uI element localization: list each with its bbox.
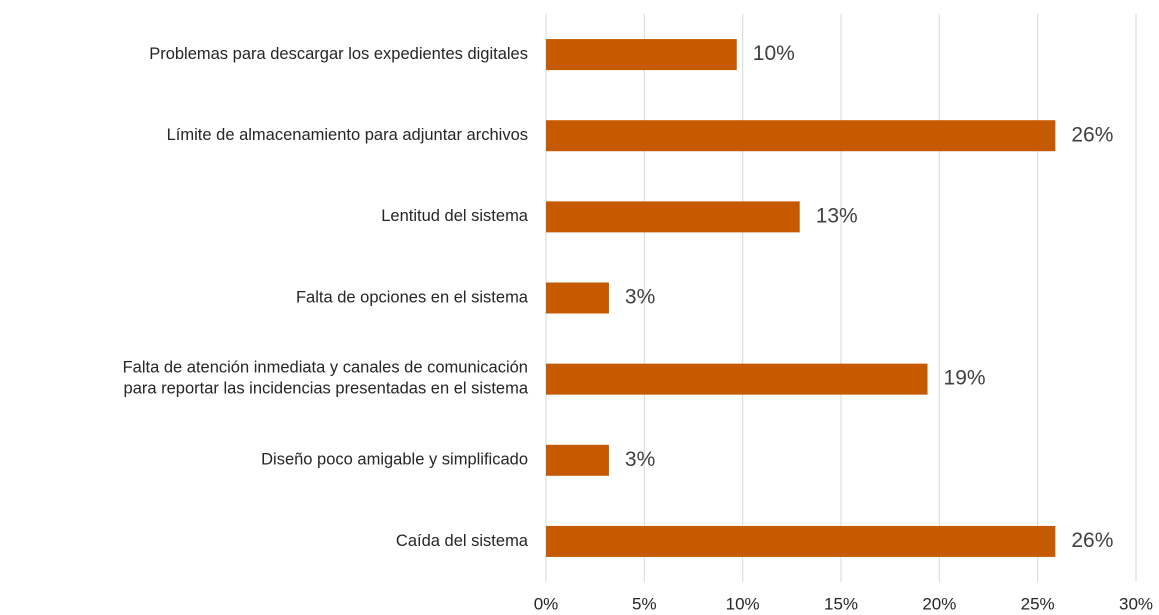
x-tick-label: 5% bbox=[632, 594, 657, 613]
x-tick-label: 10% bbox=[726, 594, 760, 613]
x-tick-label: 25% bbox=[1021, 594, 1055, 613]
bar bbox=[546, 525, 1056, 557]
y-tick-label: Falta de atención inmediata y canales de… bbox=[123, 359, 529, 398]
data-label: 13% bbox=[816, 204, 858, 227]
bar bbox=[546, 363, 928, 395]
data-label: 26% bbox=[1071, 529, 1113, 552]
y-tick-label: Lentitud del sistema bbox=[381, 207, 529, 225]
x-tick-label: 20% bbox=[922, 594, 956, 613]
data-label: 26% bbox=[1071, 123, 1113, 146]
bar bbox=[546, 39, 737, 71]
x-tick-label: 30% bbox=[1119, 594, 1153, 613]
data-label: 10% bbox=[753, 42, 795, 65]
data-label: 3% bbox=[625, 448, 655, 471]
bar bbox=[546, 282, 609, 314]
y-tick-label: Problemas para descargar los expedientes… bbox=[149, 45, 528, 63]
y-tick-label: Límite de almacenamiento para adjuntar a… bbox=[167, 126, 528, 144]
y-tick-label: Falta de opciones en el sistema bbox=[296, 288, 529, 306]
x-tick-label: 0% bbox=[534, 594, 559, 613]
data-label: 19% bbox=[944, 367, 986, 390]
bar bbox=[546, 444, 609, 476]
data-label: 3% bbox=[625, 286, 655, 309]
y-tick-label: Diseño poco amigable y simplificado bbox=[261, 451, 528, 469]
bar bbox=[546, 201, 800, 233]
y-tick-label: Caída del sistema bbox=[396, 532, 529, 550]
bar bbox=[546, 120, 1056, 152]
x-tick-label: 15% bbox=[824, 594, 858, 613]
